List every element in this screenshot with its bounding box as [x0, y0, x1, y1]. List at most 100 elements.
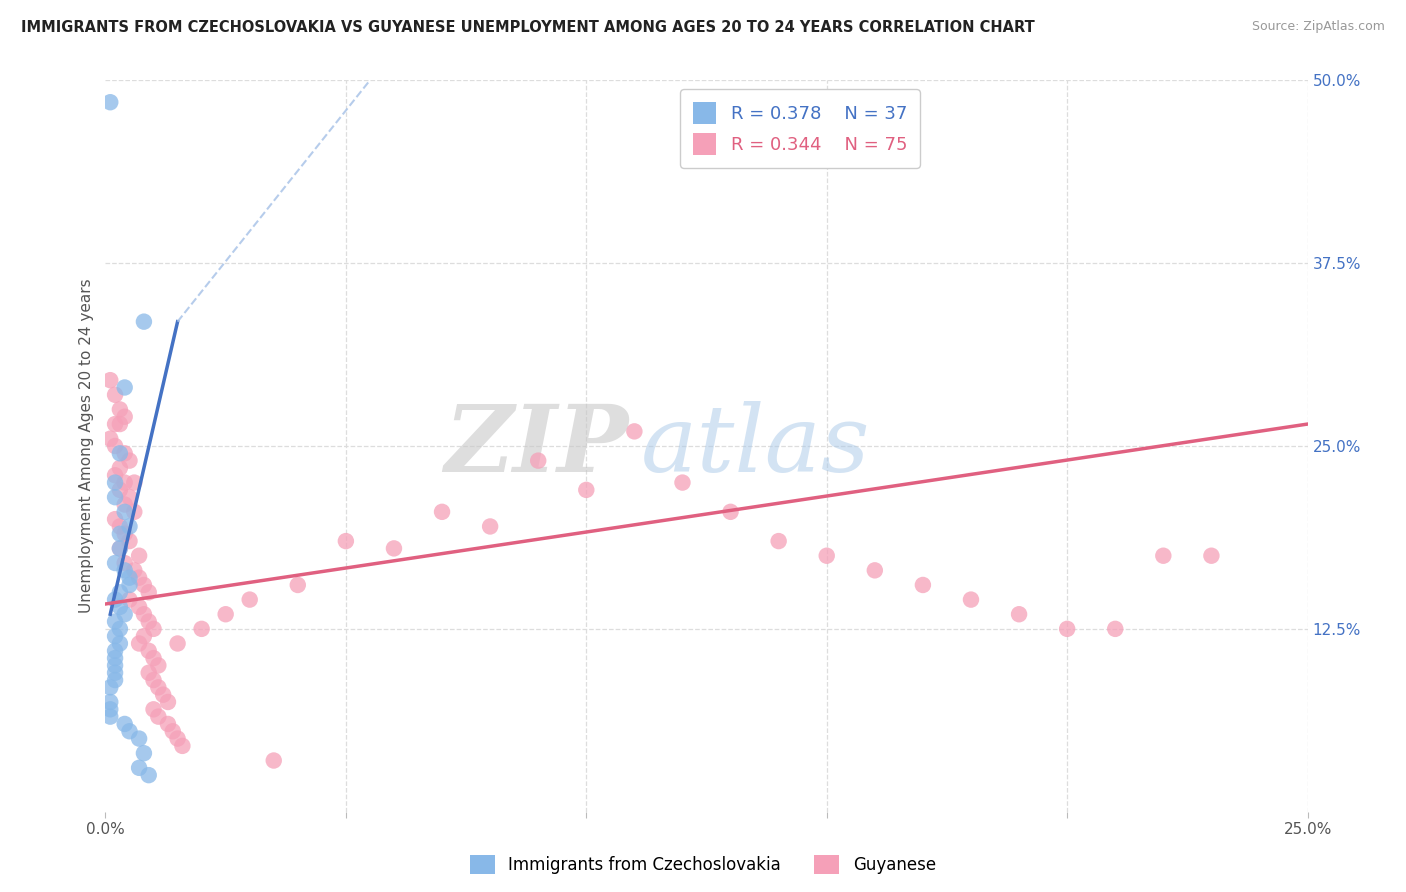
Point [132, 629, 155, 643]
Point [128, 599, 150, 614]
Point [108, 599, 131, 614]
Point [1152, 549, 1174, 563]
Point [114, 475, 136, 490]
Point [132, 607, 155, 622]
Point [287, 578, 309, 592]
Point [1056, 622, 1078, 636]
Point [104, 417, 127, 431]
Point [114, 717, 136, 731]
Point [114, 446, 136, 460]
Point [104, 556, 127, 570]
Point [148, 709, 170, 723]
Text: ZIP: ZIP [444, 401, 628, 491]
Point [172, 739, 194, 753]
Point [118, 490, 141, 504]
Point [118, 578, 141, 592]
Point [124, 505, 146, 519]
Point [190, 622, 212, 636]
Point [863, 563, 886, 577]
Point [124, 475, 146, 490]
Point [114, 380, 136, 394]
Point [263, 754, 285, 768]
Point [138, 585, 160, 599]
Point [132, 578, 155, 592]
Point [108, 585, 131, 599]
Point [132, 746, 155, 760]
Point [114, 607, 136, 622]
Point [104, 468, 127, 483]
Point [1008, 607, 1031, 622]
Point [104, 475, 127, 490]
Point [98, 95, 121, 110]
Point [98, 702, 121, 716]
Point [98, 695, 121, 709]
Point [335, 534, 357, 549]
Point [118, 724, 141, 739]
Point [118, 592, 141, 607]
Legend: Immigrants from Czechoslovakia, Guyanese: Immigrants from Czechoslovakia, Guyanese [464, 848, 942, 881]
Text: atlas: atlas [640, 401, 870, 491]
Point [214, 607, 236, 622]
Point [166, 636, 188, 650]
Point [108, 622, 131, 636]
Point [114, 505, 136, 519]
Point [527, 453, 550, 467]
Point [148, 658, 170, 673]
Y-axis label: Unemployment Among Ages 20 to 24 years: Unemployment Among Ages 20 to 24 years [79, 278, 94, 614]
Point [138, 615, 160, 629]
Point [128, 549, 150, 563]
Point [152, 688, 174, 702]
Point [138, 768, 160, 782]
Point [671, 475, 693, 490]
Point [575, 483, 598, 497]
Point [239, 592, 262, 607]
Point [132, 315, 155, 329]
Point [104, 629, 127, 643]
Point [142, 651, 165, 665]
Point [128, 636, 150, 650]
Point [911, 578, 934, 592]
Point [815, 549, 838, 563]
Point [114, 498, 136, 512]
Point [118, 519, 141, 533]
Text: Source: ZipAtlas.com: Source: ZipAtlas.com [1251, 20, 1385, 33]
Point [162, 724, 184, 739]
Point [156, 695, 179, 709]
Point [104, 490, 127, 504]
Legend: R = 0.378    N = 37, R = 0.344    N = 75: R = 0.378 N = 37, R = 0.344 N = 75 [681, 89, 920, 168]
Point [118, 534, 141, 549]
Point [156, 717, 179, 731]
Point [114, 563, 136, 577]
Point [128, 731, 150, 746]
Point [720, 505, 742, 519]
Point [104, 439, 127, 453]
Point [104, 615, 127, 629]
Point [118, 571, 141, 585]
Point [98, 373, 121, 387]
Text: IMMIGRANTS FROM CZECHOSLOVAKIA VS GUYANESE UNEMPLOYMENT AMONG AGES 20 TO 24 YEAR: IMMIGRANTS FROM CZECHOSLOVAKIA VS GUYANE… [21, 20, 1035, 35]
Point [114, 526, 136, 541]
Point [104, 644, 127, 658]
Point [1201, 549, 1223, 563]
Point [108, 417, 131, 431]
Point [104, 651, 127, 665]
Point [98, 432, 121, 446]
Point [148, 681, 170, 695]
Point [108, 636, 131, 650]
Point [124, 563, 146, 577]
Point [104, 512, 127, 526]
Point [108, 483, 131, 497]
Point [768, 534, 790, 549]
Point [108, 519, 131, 533]
Point [114, 556, 136, 570]
Point [142, 622, 165, 636]
Point [104, 673, 127, 687]
Point [108, 526, 131, 541]
Point [108, 461, 131, 475]
Point [623, 425, 645, 439]
Point [108, 446, 131, 460]
Point [108, 541, 131, 556]
Point [1104, 622, 1126, 636]
Point [142, 673, 165, 687]
Point [108, 541, 131, 556]
